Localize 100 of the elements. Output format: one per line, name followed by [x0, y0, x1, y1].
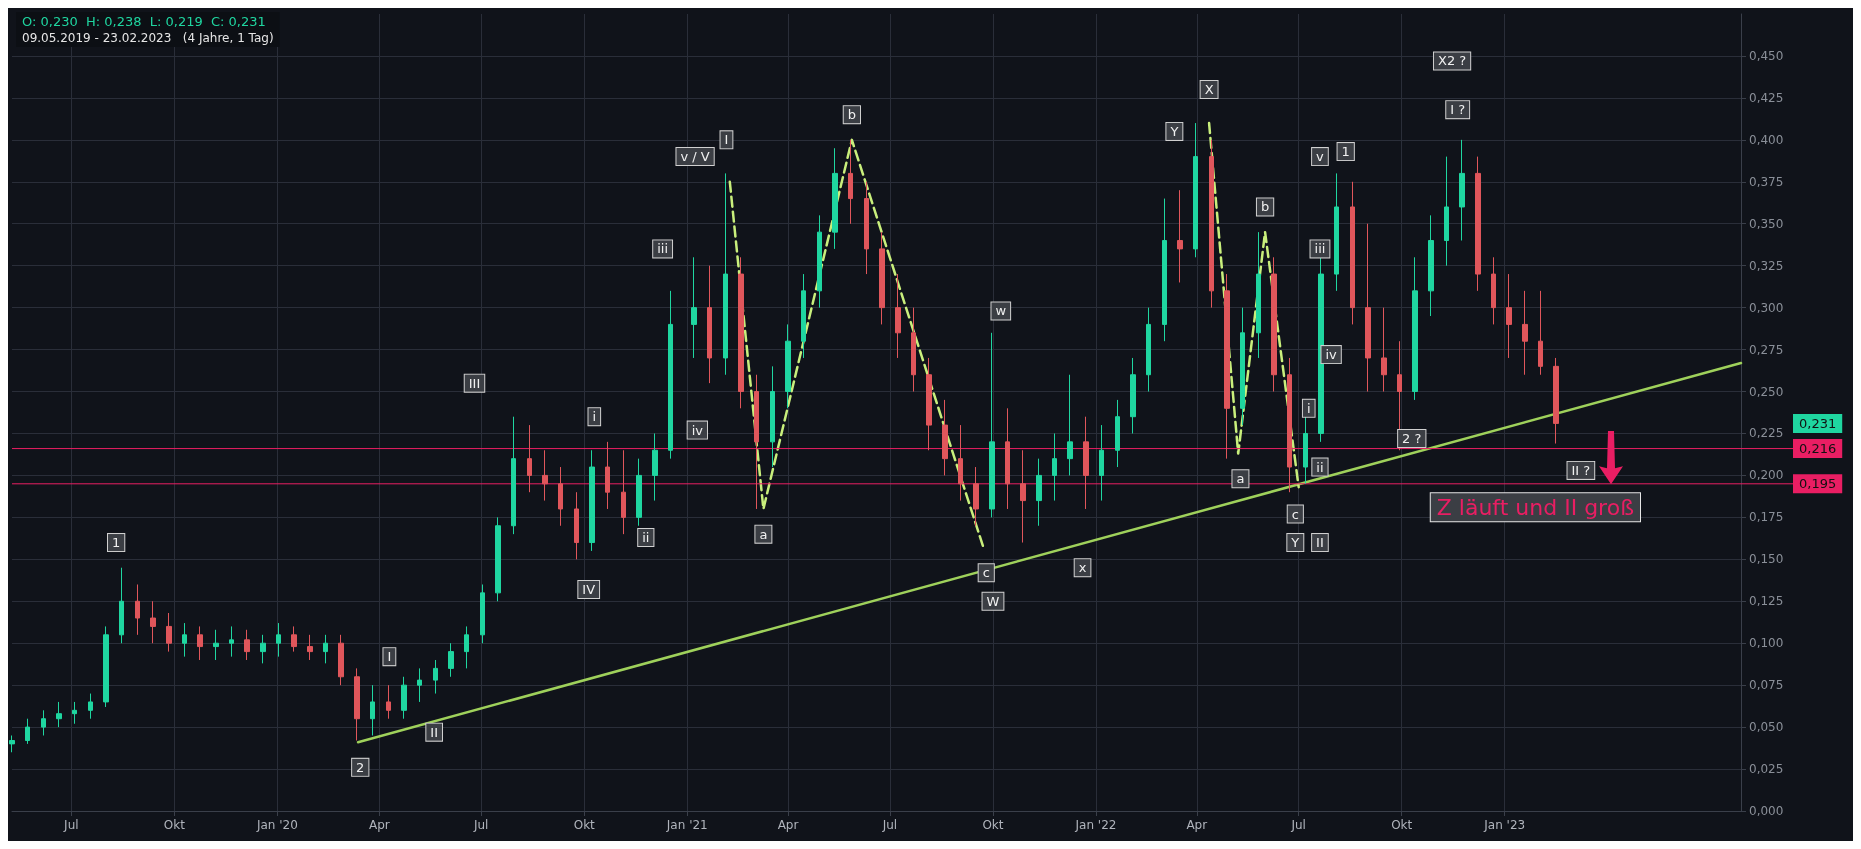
candlestick — [370, 684, 375, 736]
candlestick — [182, 622, 187, 658]
y-tick-label: 0,300 — [1749, 300, 1784, 315]
candlestick — [103, 625, 109, 708]
y-tick-label: 0,100 — [1749, 636, 1784, 651]
annotation: III — [468, 375, 481, 391]
candlestick — [72, 701, 77, 725]
y-tick-label: 0,350 — [1749, 216, 1784, 231]
x-tick-label: Apr — [777, 818, 799, 832]
candlestick — [276, 622, 281, 658]
candlestick — [879, 231, 885, 325]
x-tick-label: Jul — [472, 818, 489, 832]
candlestick — [1428, 214, 1434, 317]
candlestick — [448, 642, 454, 678]
y-tick-label: 0,050 — [1749, 720, 1784, 735]
candlestick — [1115, 399, 1120, 468]
candlestick — [1412, 256, 1418, 401]
candlestick — [1256, 231, 1261, 359]
annotation: b — [1260, 199, 1270, 215]
candlestick — [354, 667, 360, 742]
x-tick-label: Jan '21 — [665, 818, 708, 832]
annotation: II ? — [1571, 462, 1591, 478]
annotation: a — [1236, 471, 1245, 487]
candlestick — [636, 458, 642, 527]
annotation: 2 ? — [1402, 431, 1422, 447]
y-tick-label: 0,400 — [1749, 132, 1784, 147]
y-tick-label: 0,275 — [1749, 342, 1784, 357]
candlestick — [1491, 256, 1496, 325]
x-tick-label: Okt — [982, 818, 1004, 832]
annotation: v — [1316, 149, 1325, 165]
y-tick-label: 0,250 — [1749, 384, 1784, 399]
candlestick — [229, 625, 234, 658]
y-tick-label: 0,025 — [1749, 762, 1784, 777]
candlestick — [1538, 290, 1543, 376]
candlestick — [817, 214, 822, 309]
candlestick — [433, 659, 438, 695]
text: 09.05.2019 - 23.02.2023 (4 Jahre, 1 Tag) — [22, 31, 274, 45]
annotation: II — [1316, 535, 1324, 551]
text: 0,231 — [1799, 415, 1837, 431]
candlestick — [652, 432, 658, 502]
annotation: iii — [1314, 241, 1326, 257]
candlestick — [1334, 172, 1339, 292]
y-tick-label: 0,225 — [1749, 426, 1784, 441]
candlestick — [911, 307, 916, 393]
candlestick — [291, 625, 297, 653]
candlestick — [864, 181, 869, 275]
annotation: iv — [691, 422, 704, 438]
x-tick-label: Jan '22 — [1074, 818, 1117, 832]
candlestick — [197, 625, 203, 661]
candlestick — [973, 466, 979, 527]
candlestick — [1036, 458, 1042, 527]
candlestick — [1052, 432, 1057, 502]
ref-line-label: 0,195 — [1799, 476, 1837, 492]
candlestick — [926, 357, 932, 451]
annotation: Y — [1290, 535, 1300, 551]
candlestick — [785, 323, 791, 409]
annotation: ii — [642, 530, 650, 545]
annotation: x — [1078, 560, 1087, 576]
candlestick — [1350, 181, 1355, 325]
candlestick — [1365, 223, 1371, 393]
annotation: i — [1306, 400, 1311, 416]
annotation: IV — [582, 582, 596, 598]
candlestick — [558, 466, 563, 527]
annotation: II — [430, 724, 439, 740]
annotation: I — [724, 132, 729, 148]
annotation: 2 — [356, 759, 365, 775]
annotation: ii — [1316, 459, 1324, 475]
candlestick — [56, 701, 62, 728]
annotation: W — [986, 593, 1000, 609]
candlestick — [1459, 139, 1465, 242]
candlestick — [542, 449, 548, 502]
candlestick — [1130, 357, 1136, 434]
candlestick — [691, 256, 697, 359]
candlestick — [1162, 198, 1167, 342]
annotation: X — [1204, 82, 1214, 98]
candlestick — [386, 684, 391, 720]
x-tick-label: Jul — [1290, 818, 1306, 832]
annotation: c — [1291, 506, 1299, 522]
candlestick — [668, 290, 673, 460]
candlestick — [307, 634, 313, 661]
y-tick-label: 0,150 — [1749, 552, 1784, 567]
candlestick — [895, 273, 901, 359]
y-tick-label: 0,200 — [1749, 468, 1784, 483]
candlestick — [166, 612, 172, 653]
candlestick — [260, 634, 266, 664]
annotation: 1 — [112, 535, 121, 551]
ref-line-label: 0,216 — [1799, 441, 1837, 457]
annotation: iv — [1325, 347, 1338, 363]
y-tick-label: 0,000 — [1749, 804, 1784, 818]
candlestick — [848, 139, 853, 225]
candlestick — [1397, 340, 1402, 451]
y-tick-label: 0,375 — [1749, 174, 1784, 189]
x-tick-label: Jan '23 — [1483, 818, 1526, 832]
candlestick — [801, 273, 806, 359]
x-tick-label: Jan '20 — [255, 818, 298, 832]
candlestick — [754, 374, 759, 510]
candlestick — [707, 265, 712, 384]
candlestick — [1005, 407, 1010, 510]
annotation: 1 — [1341, 144, 1350, 160]
candlestick — [338, 634, 344, 686]
